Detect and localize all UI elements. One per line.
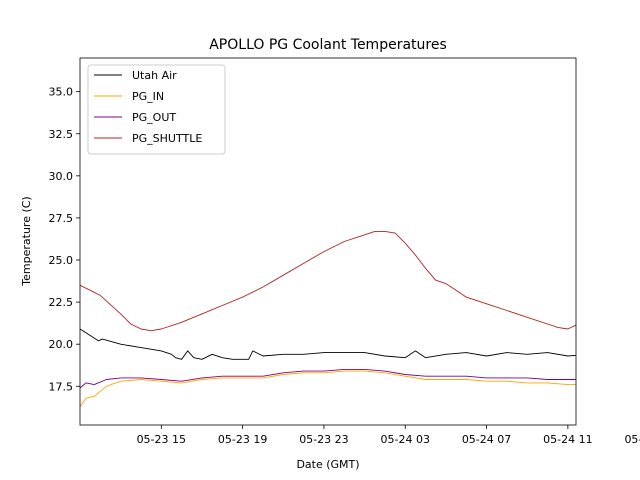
series-line-pg-shuttle xyxy=(80,230,576,332)
legend-box xyxy=(87,64,226,155)
x-tick-label: 05-23 19 xyxy=(218,433,267,446)
legend: Utah Air PG_IN PG_OUT PG_SHUTTLE xyxy=(87,64,226,155)
y-tick-label: 32.5 xyxy=(49,128,74,141)
x-tick-label: 05-23 15 xyxy=(137,433,186,446)
legend-label: PG_SHUTTLE xyxy=(132,132,202,145)
x-axis: 05-23 15 05-23 19 05-23 23 05-24 03 05-24 07… xyxy=(137,425,640,446)
y-tick-label: 27.5 xyxy=(49,212,74,225)
legend-label: PG_IN xyxy=(132,90,164,103)
chart-title: APOLLO PG Coolant Temperatures xyxy=(209,37,447,53)
x-axis-label: Date (GMT) xyxy=(296,458,359,471)
legend-label: PG_OUT xyxy=(132,111,176,124)
series-line-pg-in xyxy=(80,370,576,407)
series-line-pg-out xyxy=(80,368,576,389)
x-tick-label: 05-24 07 xyxy=(462,433,511,446)
legend-label: Utah Air xyxy=(132,69,177,82)
x-tick-label: 05-24 03 xyxy=(381,433,430,446)
series-layer xyxy=(80,230,576,407)
y-tick-label: 25.0 xyxy=(49,254,74,267)
x-tick-label: 05-24 15 xyxy=(624,433,640,446)
x-tick-label: 05-23 23 xyxy=(299,433,348,446)
y-axis: 17.5 20.0 22.5 25.0 27.5 30.0 32.5 35.0 xyxy=(49,86,80,393)
y-tick-label: 22.5 xyxy=(49,296,74,309)
x-tick-label: 05-24 11 xyxy=(543,433,592,446)
y-tick-label: 30.0 xyxy=(49,170,74,183)
y-axis-label: Temperature (C) xyxy=(20,196,33,286)
y-tick-label: 35.0 xyxy=(49,86,74,99)
plot-frame xyxy=(79,57,577,426)
y-tick-label: 20.0 xyxy=(49,338,74,351)
series-line-utah-air xyxy=(80,328,576,360)
y-tick-label: 17.5 xyxy=(49,380,74,393)
